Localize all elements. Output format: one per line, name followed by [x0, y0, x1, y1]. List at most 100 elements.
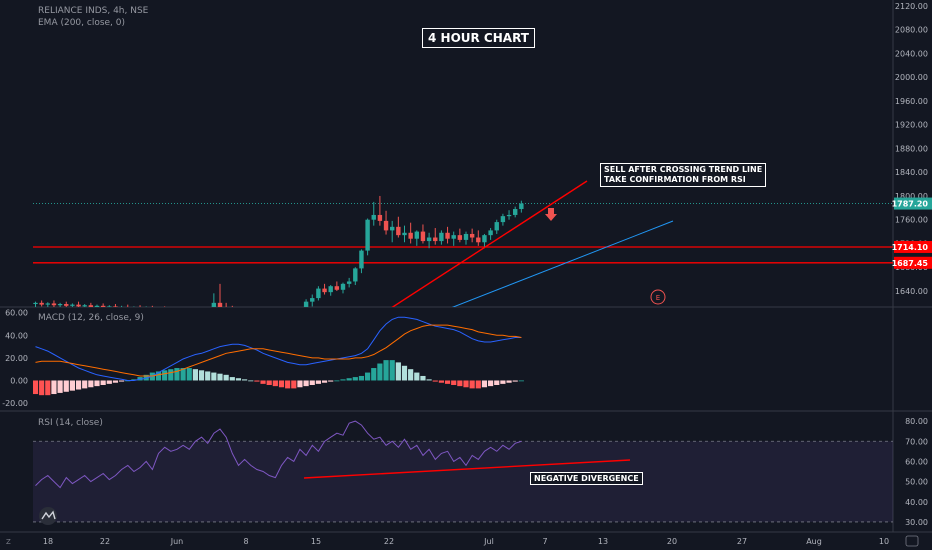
macd-histogram-bar — [162, 370, 168, 381]
macd-histogram-bar — [260, 380, 266, 384]
macd-histogram-bar — [389, 360, 395, 381]
candle-body — [156, 309, 160, 310]
candle-body — [402, 232, 407, 236]
divergence-line — [303, 459, 631, 479]
macd-histogram-bar — [358, 375, 365, 381]
candle-body — [193, 311, 197, 312]
candle-body — [469, 233, 475, 238]
macd-histogram-bar — [475, 380, 481, 389]
candle-body — [439, 232, 444, 242]
candle-body — [322, 288, 327, 293]
candle-body — [113, 306, 118, 307]
rsi-band-fill — [33, 441, 893, 522]
macd-histogram-bar — [131, 379, 137, 381]
candle-body — [396, 226, 401, 236]
macd-histogram-bar — [414, 372, 420, 381]
macd-histogram-bar — [94, 380, 100, 387]
candle-body — [107, 306, 112, 307]
macd-histogram-bar — [488, 380, 494, 387]
time-tick-label: 15 — [311, 537, 321, 546]
candle-body — [132, 308, 136, 309]
macd-histogram-bar — [266, 380, 272, 385]
macd-histogram-bar — [242, 379, 248, 381]
macd-tick-label: 60.00 — [5, 309, 28, 318]
candle-body — [45, 303, 50, 305]
macd-tick-label: 0.00 — [10, 376, 28, 385]
macd-histogram-bar — [285, 380, 291, 389]
candle-body — [230, 309, 234, 311]
macd-plot-group — [33, 316, 524, 396]
macd-histogram-bar — [451, 380, 457, 385]
rsi-plot-group — [33, 420, 893, 523]
price-tick-label: 1760.00 — [895, 216, 928, 225]
price-tick-label: 2040.00 — [895, 49, 928, 58]
candle-body — [408, 232, 413, 239]
macd-histogram-bar — [254, 380, 260, 382]
settings-gear-icon — [905, 535, 919, 547]
macd-histogram-bar — [494, 380, 500, 385]
negative-divergence-box: NEGATIVE DIVERGENCE — [530, 472, 643, 485]
macd-histogram-bar — [39, 380, 45, 396]
macd-histogram-bar — [205, 371, 211, 381]
macd-histogram-bar — [155, 371, 162, 381]
candle-body — [224, 308, 228, 309]
candle-body — [334, 286, 340, 290]
candle-body — [420, 231, 426, 242]
macd-histogram-bar — [432, 380, 438, 382]
time-tick-label: 13 — [598, 537, 608, 546]
macd-histogram-bar — [426, 379, 432, 381]
candle-body — [310, 298, 315, 302]
price-tick-label: 1960.00 — [895, 97, 928, 106]
candle-body — [346, 281, 352, 284]
candle-body — [328, 286, 333, 293]
time-tick-label: 22 — [100, 537, 110, 546]
candle-body — [414, 231, 419, 239]
macd-histogram-bar — [119, 380, 125, 382]
time-tick-label: 18 — [43, 537, 53, 546]
macd-histogram-bar — [395, 362, 401, 381]
candle-body — [433, 237, 438, 242]
candle-body — [513, 209, 518, 215]
down-arrow-icon — [545, 208, 557, 221]
rsi-tick-label: 70.00 — [905, 437, 928, 446]
macd-histogram-bar — [365, 372, 371, 381]
macd-tick-label: -20.00 — [2, 399, 28, 408]
price-tag-bg — [894, 256, 932, 269]
candle-body — [76, 304, 81, 307]
candle-body — [206, 311, 210, 312]
candle-body — [162, 309, 166, 311]
macd-histogram-bar — [371, 368, 377, 381]
macd-histogram-bar — [186, 368, 192, 381]
price-tag-label: 1714.10 — [892, 243, 929, 252]
price-plot-group — [33, 180, 893, 313]
candle-body — [285, 312, 289, 313]
macd-histogram-bar — [33, 380, 39, 395]
macd-histogram-bar — [168, 369, 174, 381]
price-tag-label: 1687.45 — [892, 259, 929, 268]
time-tick-label: Jul — [483, 537, 494, 546]
candle-body — [199, 311, 203, 313]
earnings-marker-label: E — [656, 294, 660, 302]
macd-histogram-bar — [328, 380, 334, 382]
macd-histogram-bar — [506, 380, 512, 383]
candle-body — [463, 233, 469, 240]
candle-body — [255, 312, 259, 313]
candle-body — [236, 311, 240, 312]
macd-histogram-bar — [438, 380, 444, 383]
macd-histogram-bar — [180, 368, 186, 381]
rsi-tick-label: 80.00 — [905, 417, 928, 426]
candle-body — [39, 302, 44, 305]
sell-note-line-1: SELL AFTER CROSSING TREND LINE — [604, 165, 763, 174]
macd-histogram-bar — [315, 380, 321, 384]
candle-body — [482, 235, 487, 243]
macd-legend: MACD (12, 26, close, 9) — [38, 313, 144, 323]
price-tag-bg — [894, 197, 932, 210]
macd-histogram-bar — [321, 380, 328, 383]
macd-histogram-bar — [469, 380, 475, 389]
macd-histogram-bar — [346, 378, 352, 381]
macd-histogram-bar — [457, 380, 463, 387]
candle-body — [261, 311, 265, 313]
macd-histogram-bar — [63, 380, 69, 392]
price-tick-label: 1840.00 — [895, 168, 928, 177]
